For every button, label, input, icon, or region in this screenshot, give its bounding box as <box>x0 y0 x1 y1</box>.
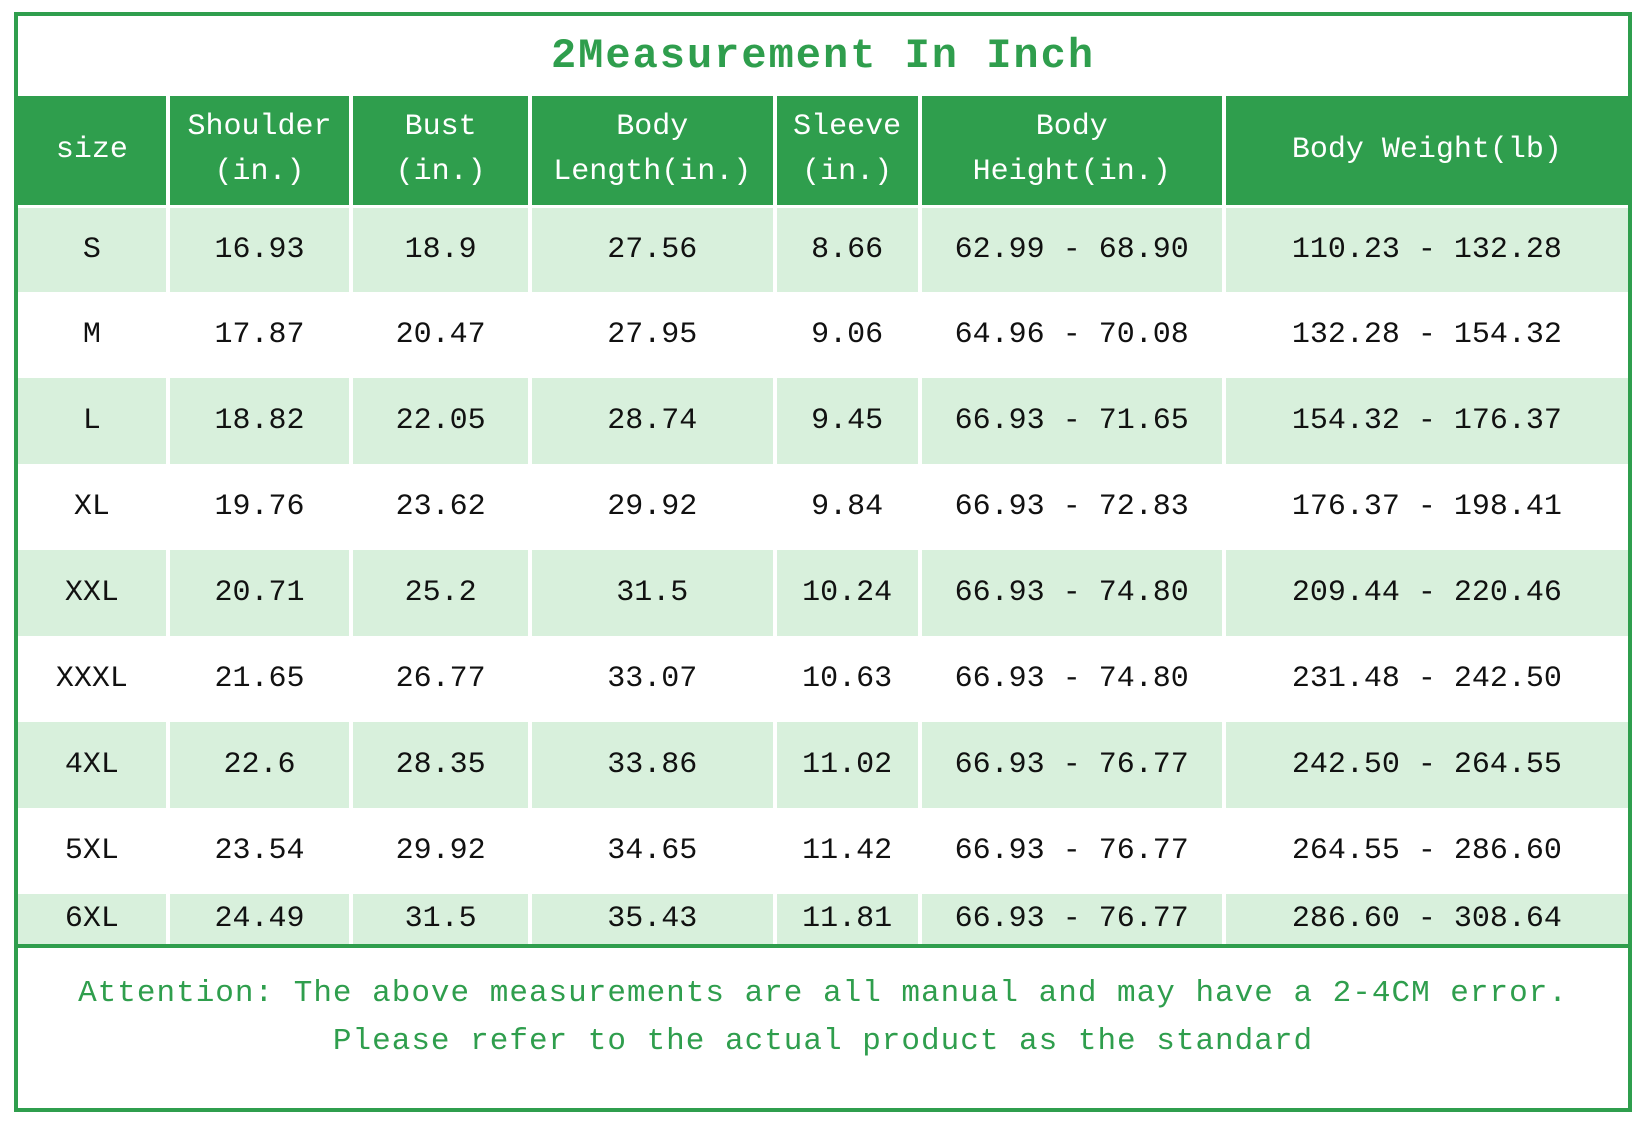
table-row: XXL 20.71 25.2 31.5 10.24 66.93 - 74.80 209.44… <box>18 550 1628 636</box>
table-row: S 16.93 18.9 27.56 8.66 62.99 - 68.90 110.23 -… <box>18 206 1628 292</box>
value-cell: 154.32 - 176.37 <box>1223 378 1628 464</box>
value-cell: 10.63 <box>774 636 922 722</box>
value-cell: 11.02 <box>774 722 922 808</box>
value-cell: 22.05 <box>351 378 532 464</box>
value-cell: 21.65 <box>167 636 354 722</box>
value-cell: 27.95 <box>529 292 777 378</box>
size-cell: 5XL <box>18 808 170 894</box>
value-cell: 11.81 <box>774 894 922 944</box>
table-row: 6XL 24.49 31.5 35.43 11.81 66.93 - 76.77 286.6… <box>18 894 1628 944</box>
value-cell: 176.37 - 198.41 <box>1223 464 1628 550</box>
value-cell: 34.65 <box>529 808 777 894</box>
value-cell: 16.93 <box>167 206 354 292</box>
value-cell: 28.35 <box>351 722 532 808</box>
value-cell: 64.96 - 70.08 <box>919 292 1226 378</box>
column-header: Bust (in.) <box>351 96 532 208</box>
value-cell: 33.07 <box>529 636 777 722</box>
value-cell: 66.93 - 76.77 <box>919 722 1226 808</box>
value-cell: 31.5 <box>529 550 777 636</box>
table-row: L 18.82 22.05 28.74 9.45 66.93 - 71.65 154.32 … <box>18 378 1628 464</box>
value-cell: 9.84 <box>774 464 922 550</box>
value-cell: 29.92 <box>351 808 532 894</box>
size-cell: XXL <box>18 550 170 636</box>
value-cell: 35.43 <box>529 894 777 944</box>
table-row: XL 19.76 23.62 29.92 9.84 66.93 - 72.83 176.37… <box>18 464 1628 550</box>
value-cell: 23.54 <box>167 808 354 894</box>
attention-line-1: Attention: The above measurements are al… <box>78 976 1568 1011</box>
value-cell: 66.93 - 74.80 <box>919 550 1226 636</box>
table-row: M 17.87 20.47 27.95 9.06 64.96 - 70.08 132.28 … <box>18 292 1628 378</box>
size-cell: L <box>18 378 170 464</box>
chart-title: 2Measurement In Inch <box>550 32 1096 80</box>
value-cell: 66.93 - 71.65 <box>919 378 1226 464</box>
value-cell: 264.55 - 286.60 <box>1223 808 1628 894</box>
value-cell: 8.66 <box>774 206 922 292</box>
table-header-row: size Shoulder (in.) Bust (in.) Body Length(… <box>18 96 1628 208</box>
column-header: Sleeve (in.) <box>774 96 922 208</box>
size-cell: 6XL <box>18 894 170 944</box>
value-cell: 31.5 <box>351 894 532 944</box>
size-cell: XL <box>18 464 170 550</box>
table-row: 4XL 22.6 28.35 33.86 11.02 66.93 - 76.77 242.5… <box>18 722 1628 808</box>
value-cell: 110.23 - 132.28 <box>1223 206 1628 292</box>
value-cell: 10.24 <box>774 550 922 636</box>
value-cell: 209.44 - 220.46 <box>1223 550 1628 636</box>
value-cell: 20.71 <box>167 550 354 636</box>
size-cell: 4XL <box>18 722 170 808</box>
value-cell: 27.56 <box>529 206 777 292</box>
value-cell: 231.48 - 242.50 <box>1223 636 1628 722</box>
size-cell: XXXL <box>18 636 170 722</box>
size-cell: S <box>18 206 170 292</box>
value-cell: 25.2 <box>351 550 532 636</box>
column-header: Body Weight(lb) <box>1223 96 1628 208</box>
value-cell: 242.50 - 264.55 <box>1223 722 1628 808</box>
value-cell: 17.87 <box>167 292 354 378</box>
value-cell: 66.93 - 72.83 <box>919 464 1226 550</box>
value-cell: 24.49 <box>167 894 354 944</box>
value-cell: 22.6 <box>167 722 354 808</box>
attention-line-2: Please refer to the actual product as th… <box>332 1024 1314 1060</box>
attention-note: Attention: The above measurements are al… <box>18 944 1628 1066</box>
table-body: S 16.93 18.9 27.56 8.66 62.99 - 68.90 110.23 -… <box>18 206 1628 944</box>
column-header: Shoulder (in.) <box>167 96 354 208</box>
value-cell: 132.28 - 154.32 <box>1223 292 1628 378</box>
value-cell: 19.76 <box>167 464 354 550</box>
column-header: Body Height(in.) <box>919 96 1226 208</box>
value-cell: 20.47 <box>351 292 532 378</box>
column-header: size <box>18 96 170 208</box>
value-cell: 33.86 <box>529 722 777 808</box>
value-cell: 29.92 <box>529 464 777 550</box>
size-chart-panel: 2Measurement In Inch size Shoulder (in.) B… <box>14 12 1632 1112</box>
value-cell: 9.06 <box>774 292 922 378</box>
size-cell: M <box>18 292 170 378</box>
value-cell: 18.9 <box>351 206 532 292</box>
value-cell: 9.45 <box>774 378 922 464</box>
value-cell: 286.60 - 308.64 <box>1223 894 1628 944</box>
value-cell: 11.42 <box>774 808 922 894</box>
value-cell: 66.93 - 74.80 <box>919 636 1226 722</box>
table-row: XXXL 21.65 26.77 33.07 10.63 66.93 - 74.80 231… <box>18 636 1628 722</box>
value-cell: 62.99 - 68.90 <box>919 206 1226 292</box>
value-cell: 66.93 - 76.77 <box>919 894 1226 944</box>
value-cell: 66.93 - 76.77 <box>919 808 1226 894</box>
table-row: 5XL 23.54 29.92 34.65 11.42 66.93 - 76.77 264.… <box>18 808 1628 894</box>
column-header: Body Length(in.) <box>529 96 777 208</box>
measurement-table: size Shoulder (in.) Bust (in.) Body Length(… <box>18 96 1628 944</box>
value-cell: 23.62 <box>351 464 532 550</box>
value-cell: 18.82 <box>167 378 354 464</box>
value-cell: 28.74 <box>529 378 777 464</box>
value-cell: 26.77 <box>351 636 532 722</box>
